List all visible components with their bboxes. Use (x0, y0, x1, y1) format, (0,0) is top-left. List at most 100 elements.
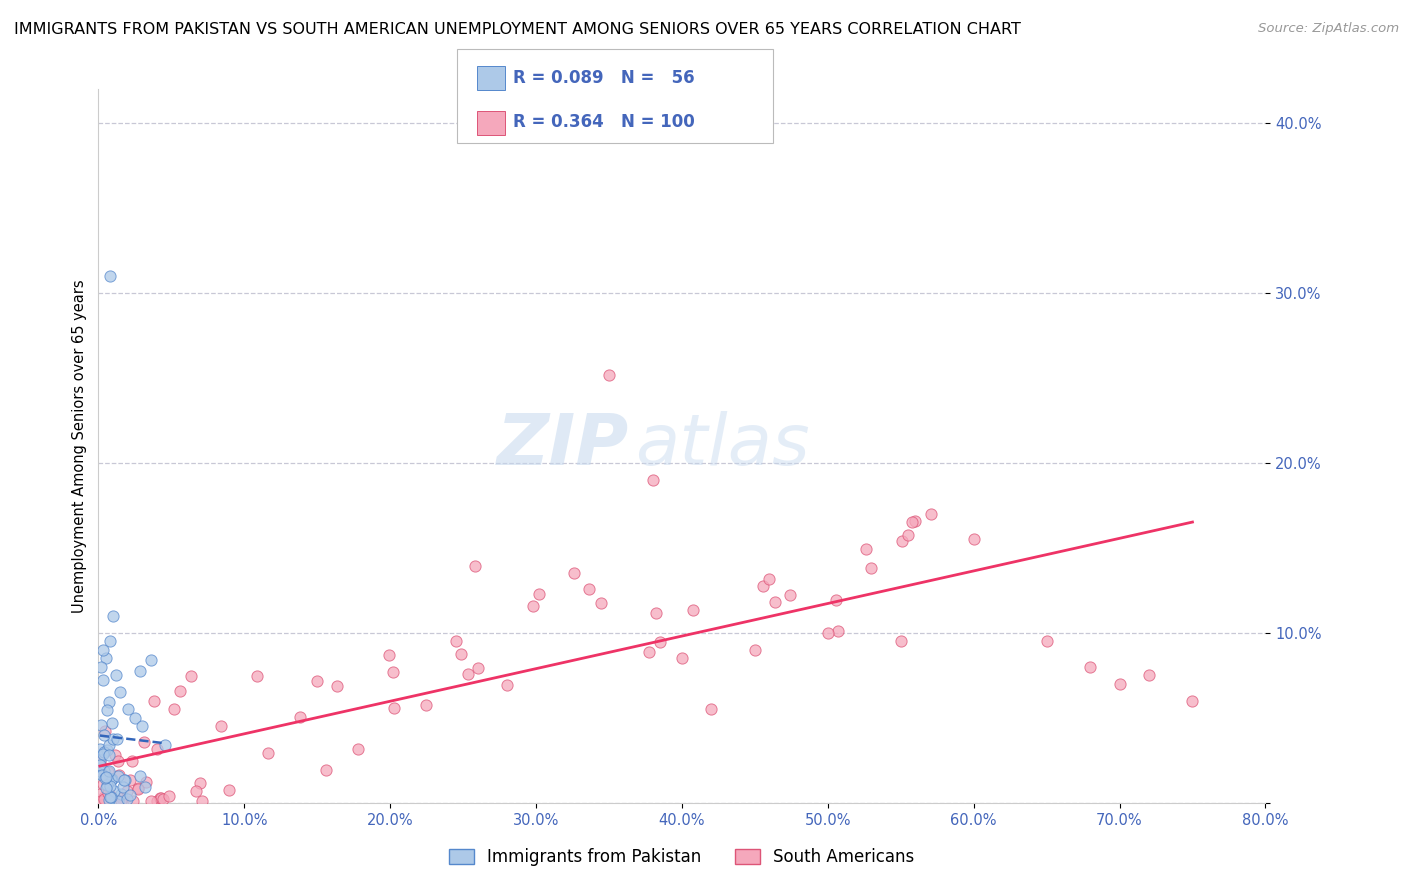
Point (891, 534, 914, 549)
Point (855, 542, 877, 557)
Point (1181, 694, 1204, 708)
Point (98, 739, 121, 753)
Point (101, 608, 124, 623)
Point (103, 784, 125, 798)
Point (962, 533, 984, 547)
Point (904, 514, 927, 528)
Point (97, 793, 120, 807)
Point (89, 764, 111, 779)
Point (578, 582, 600, 596)
Point (94, 651, 117, 665)
Point (89, 788, 111, 802)
Point (121, 754, 143, 768)
Point (139, 653, 162, 667)
Point (103, 748, 125, 763)
Point (495, 678, 517, 692)
Point (98, 747, 121, 762)
Point (96, 703, 118, 717)
Point (920, 507, 942, 521)
Text: ZIP: ZIP (498, 411, 630, 481)
Point (107, 754, 129, 768)
Point (89, 753, 111, 767)
Point (98, 779, 121, 793)
Text: R = 0.364   N = 100: R = 0.364 N = 100 (513, 113, 695, 131)
Point (114, 773, 136, 788)
Point (91, 643, 114, 657)
Text: Source: ZipAtlas.com: Source: ZipAtlas.com (1258, 22, 1399, 36)
Point (150, 791, 173, 805)
Point (315, 763, 337, 777)
Point (1108, 677, 1130, 691)
Point (98, 764, 121, 779)
Point (522, 599, 544, 613)
Point (184, 784, 207, 798)
Point (96, 780, 118, 795)
Point (135, 775, 157, 789)
Point (98, 634, 121, 648)
Point (779, 588, 801, 602)
Point (98, 788, 121, 802)
Point (598, 368, 620, 382)
Point (450, 647, 472, 661)
Point (131, 719, 153, 733)
Point (257, 746, 280, 760)
Point (112, 772, 135, 787)
Point (93, 764, 115, 779)
Point (94, 723, 117, 738)
Point (89, 755, 111, 769)
Point (98, 789, 121, 804)
Point (145, 742, 167, 756)
Point (105, 731, 128, 746)
Point (93, 790, 115, 805)
Point (288, 710, 311, 724)
Point (682, 602, 704, 616)
Point (91, 767, 114, 781)
Point (110, 788, 132, 802)
Point (97, 785, 120, 799)
Point (1137, 668, 1160, 682)
Point (127, 781, 149, 796)
Point (464, 558, 486, 573)
Point (529, 587, 551, 601)
Text: R = 0.089   N =   56: R = 0.089 N = 56 (513, 69, 695, 87)
Point (110, 794, 132, 808)
Point (96, 743, 118, 757)
Point (817, 626, 839, 640)
Point (758, 573, 780, 587)
Point (467, 661, 489, 675)
Point (121, 794, 143, 808)
Point (90, 660, 112, 674)
Point (246, 668, 269, 682)
Point (111, 791, 134, 805)
Point (382, 701, 405, 715)
Point (104, 668, 127, 682)
Point (124, 711, 146, 725)
Point (191, 794, 214, 808)
Point (155, 739, 177, 753)
Point (671, 651, 693, 665)
Point (103, 732, 125, 747)
Point (143, 694, 166, 708)
Point (98, 269, 121, 284)
Point (101, 715, 124, 730)
Point (763, 595, 786, 609)
Point (107, 794, 129, 808)
Point (94, 771, 117, 785)
Point (218, 782, 240, 797)
Point (890, 634, 912, 648)
Text: atlas: atlas (636, 411, 810, 481)
Point (97, 695, 120, 709)
Point (93, 777, 115, 791)
Point (117, 702, 139, 716)
Point (129, 664, 152, 678)
Point (457, 666, 479, 681)
Point (90, 717, 112, 731)
Point (129, 769, 152, 783)
Point (209, 719, 232, 733)
Point (134, 734, 156, 748)
Point (90, 764, 112, 778)
Point (415, 698, 437, 712)
Point (101, 772, 124, 787)
Point (860, 560, 883, 574)
Point (644, 606, 666, 620)
